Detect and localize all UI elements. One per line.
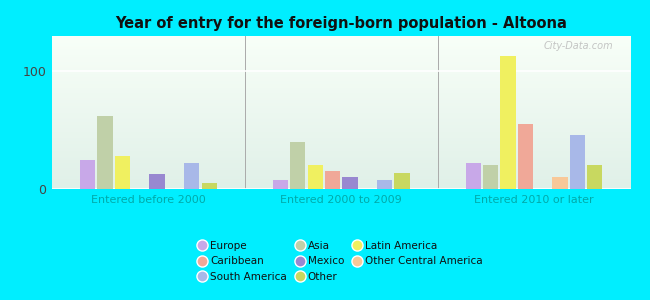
Bar <box>518 124 533 189</box>
Bar <box>552 177 567 189</box>
Bar <box>343 177 358 189</box>
Bar <box>98 116 112 189</box>
Bar <box>273 180 288 189</box>
Bar <box>150 174 164 189</box>
Bar <box>483 166 499 189</box>
Bar <box>570 135 585 189</box>
Bar <box>202 183 217 189</box>
Bar <box>115 156 130 189</box>
Bar <box>500 56 515 189</box>
Title: Year of entry for the foreign-born population - Altoona: Year of entry for the foreign-born popul… <box>115 16 567 31</box>
Bar <box>465 163 481 189</box>
Bar <box>80 160 96 189</box>
Bar <box>377 180 392 189</box>
Legend: Europe, Caribbean, South America, Asia, Mexico, Other, Latin America, Other Cent: Europe, Caribbean, South America, Asia, … <box>196 237 487 286</box>
Bar <box>291 142 306 189</box>
Bar <box>325 171 340 189</box>
Text: City-Data.com: City-Data.com <box>543 40 613 51</box>
Bar <box>587 166 603 189</box>
Bar <box>395 172 410 189</box>
Bar <box>307 166 323 189</box>
Bar <box>184 163 200 189</box>
